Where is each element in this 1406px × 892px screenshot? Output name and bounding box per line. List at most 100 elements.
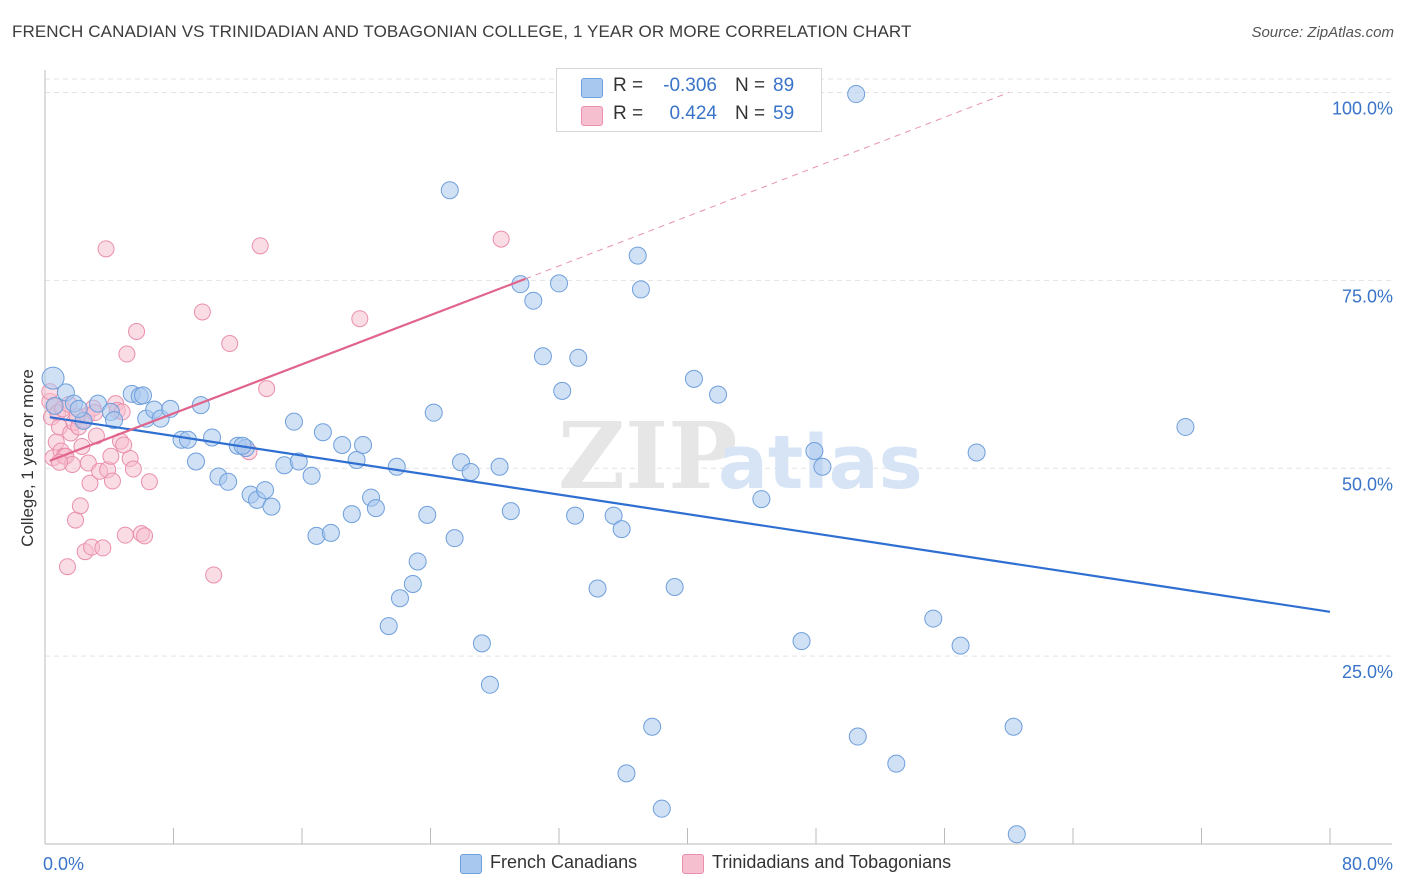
data-point-french-canadians [105, 411, 124, 430]
data-point-french-canadians [604, 506, 623, 525]
trend-lines [49, 92, 1331, 613]
legend-swatch-pink [682, 854, 704, 874]
legend-swatch-blue [581, 78, 603, 98]
data-point-french-canadians [256, 481, 275, 500]
data-point-french-canadians [461, 463, 480, 482]
data-point-french-canadians [390, 589, 409, 608]
data-point-trinidadians [58, 558, 76, 576]
r-label: R = [613, 103, 644, 124]
data-point-french-canadians [445, 529, 464, 548]
data-point-trinidadians [124, 460, 142, 478]
data-point-trinidadians [140, 473, 158, 491]
data-point-french-canadians [533, 347, 552, 366]
data-point-french-canadians [284, 412, 303, 431]
n-label: N = [735, 103, 766, 124]
data-point-trinidadians [492, 230, 510, 248]
data-point-french-canadians [408, 552, 427, 571]
data-point-french-canadians [354, 435, 373, 454]
data-point-trinidadians [136, 527, 154, 545]
y-tick-label: 25.0% [1342, 662, 1393, 682]
data-point-french-canadians [752, 490, 771, 509]
data-point-french-canadians [342, 505, 361, 524]
data-point-french-canadians [440, 181, 459, 200]
x-tick-label: 0.0% [43, 854, 84, 874]
data-point-trinidadians [351, 310, 369, 328]
data-point-french-canadians [967, 443, 986, 462]
data-point-trinidadians [258, 380, 276, 398]
data-point-trinidadians [71, 497, 89, 515]
r-label: R = [613, 75, 644, 96]
data-point-french-canadians [490, 457, 509, 476]
data-point-french-canadians [501, 502, 520, 521]
data-point-trinidadians [102, 447, 120, 465]
data-point-french-canadians [792, 632, 811, 651]
correlation-legend: R = -0.306 N = 89 R = 0.424 N = 59 [556, 68, 822, 132]
source-credit: Source: ZipAtlas.com [1251, 24, 1394, 41]
n-label: N = [735, 75, 766, 96]
data-point-french-canadians [553, 381, 572, 400]
data-point-french-canadians [418, 505, 437, 524]
data-point-french-canadians [262, 497, 281, 516]
data-point-french-canadians [302, 466, 321, 485]
data-point-french-canadians [1007, 825, 1026, 844]
legend-row-trinidadians: R = 0.424 N = 59 [557, 101, 821, 129]
data-point-trinidadians [116, 526, 134, 544]
data-point-french-canadians [628, 246, 647, 265]
legend-swatch-blue [460, 854, 482, 874]
data-point-french-canadians [403, 574, 422, 593]
data-point-french-canadians [366, 499, 385, 518]
data-point-french-canadians [813, 457, 832, 476]
data-point-trinidadians [221, 335, 239, 353]
data-point-french-canadians [550, 274, 568, 293]
data-point-french-canadians [617, 764, 636, 783]
data-point-trinidadians [81, 474, 99, 492]
series-legend: French Canadians Trinidadians and Tobago… [0, 852, 1406, 876]
data-point-french-canadians [588, 579, 607, 598]
y-tick-label: 100.0% [1332, 99, 1393, 119]
data-point-french-canadians [643, 717, 662, 736]
data-point-trinidadians [193, 303, 211, 321]
data-point-french-canadians [524, 291, 543, 310]
r-value: 0.424 [669, 103, 717, 124]
data-point-french-canadians [186, 452, 205, 471]
data-point-french-canadians [41, 366, 65, 390]
data-point-french-canadians [424, 403, 443, 422]
x-tick-label: 80.0% [1342, 854, 1393, 874]
legend-label: Trinidadians and Tobagonians [712, 852, 952, 872]
n-value: 89 [773, 75, 795, 96]
data-point-french-canadians [805, 441, 824, 460]
data-point-trinidadians [94, 539, 112, 557]
data-point-french-canadians [321, 523, 340, 542]
data-point-french-canadians [631, 280, 650, 299]
trend-line-french-canadians [49, 416, 1331, 613]
data-point-trinidadians [205, 566, 223, 584]
data-point-french-canadians [1004, 717, 1023, 736]
legend-swatch-pink [581, 106, 603, 126]
grid-lines [45, 78, 1395, 657]
trend-extension-trinidadians [525, 92, 1009, 280]
data-point-french-canadians [569, 348, 588, 367]
watermark: ZIP atlas [558, 402, 923, 510]
y-tick-label: 75.0% [1342, 286, 1393, 306]
data-point-french-canadians [924, 609, 943, 628]
tick-labels: 25.0% 50.0% 75.0% 100.0% 0.0% 80.0% [43, 99, 1393, 874]
data-point-trinidadians [251, 237, 269, 255]
data-point-trinidadians [97, 240, 115, 258]
data-point-french-canadians [847, 85, 866, 104]
data-point-french-canadians [951, 636, 970, 655]
data-point-french-canadians [387, 457, 406, 476]
trend-line-trinidadians [49, 277, 526, 462]
data-point-french-canadians [472, 634, 491, 653]
data-point-french-canadians [289, 452, 308, 471]
data-point-french-canadians [379, 617, 398, 636]
data-point-trinidadians [128, 323, 146, 341]
data-point-french-canadians [69, 399, 88, 418]
data-point-trinidadians [67, 511, 85, 529]
legend-row-french-canadians: R = -0.306 N = 89 [557, 73, 821, 101]
n-value: 59 [773, 103, 795, 124]
data-point-french-canadians [1176, 417, 1195, 436]
data-point-french-canadians [347, 451, 366, 470]
data-point-french-canadians [333, 435, 352, 454]
data-point-french-canadians [45, 396, 64, 415]
data-point-french-canadians [709, 385, 728, 404]
